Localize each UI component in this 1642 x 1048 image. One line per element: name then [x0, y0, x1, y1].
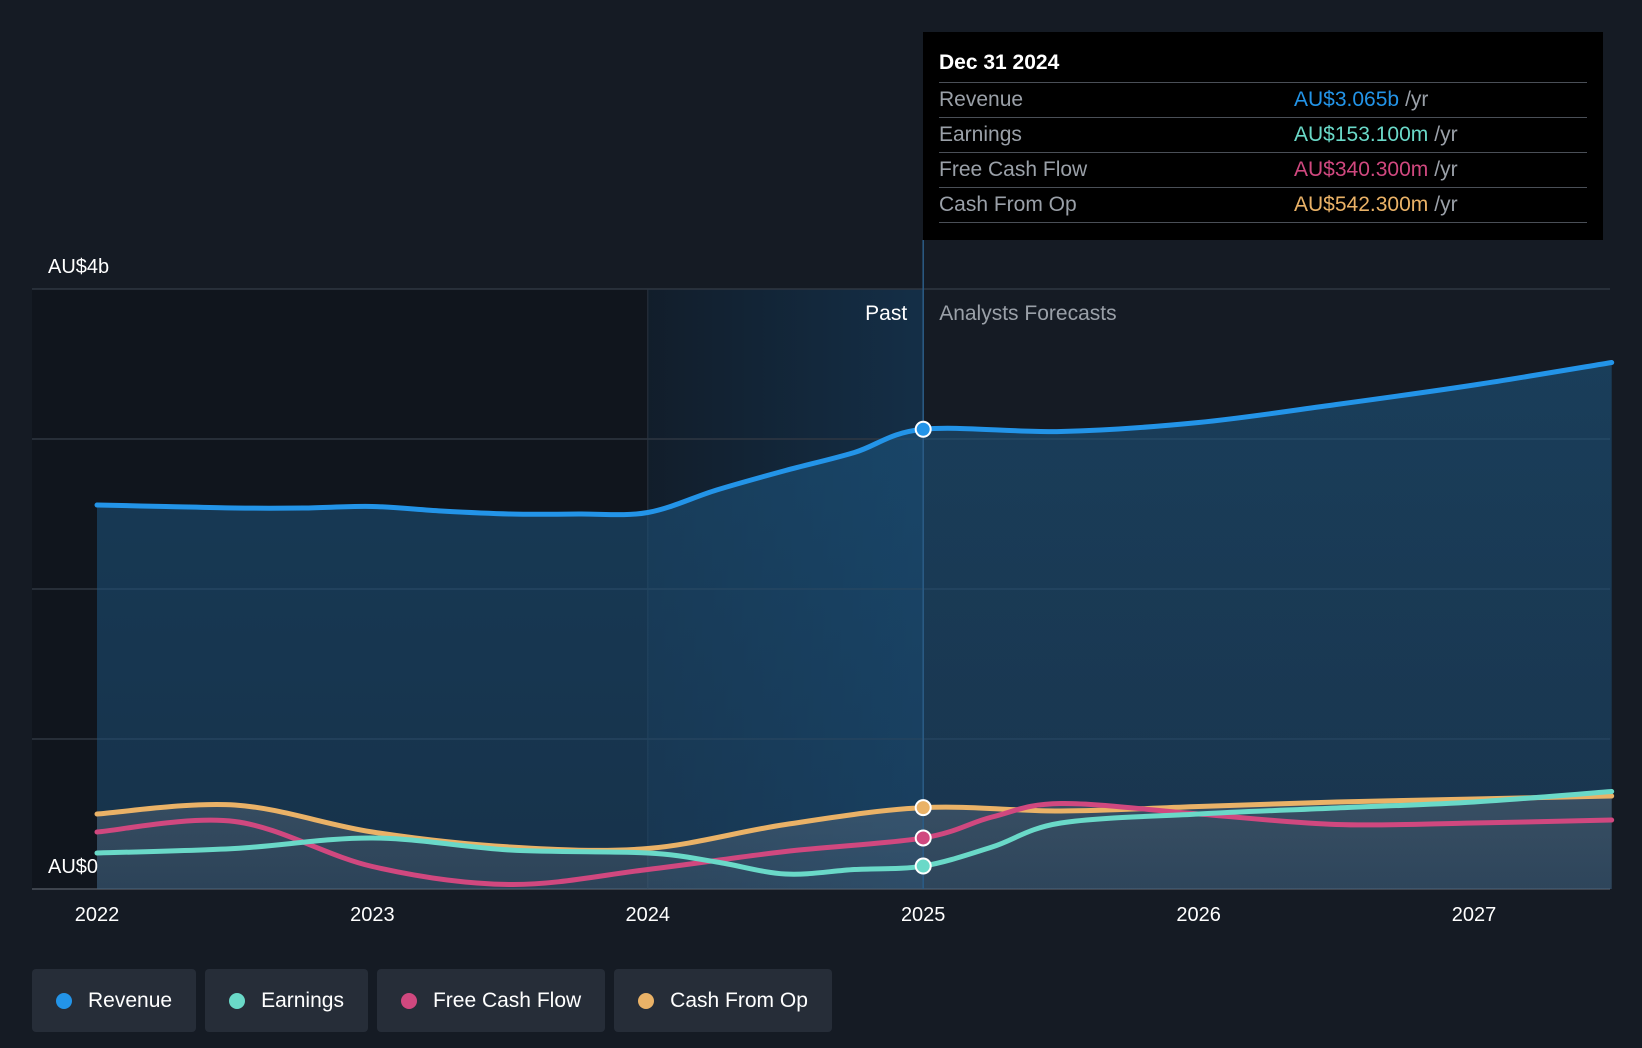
- legend-dot-icon: [638, 992, 655, 1009]
- tooltip-label: Free Cash Flow: [939, 158, 1088, 181]
- x-tick-label: 2027: [1452, 904, 1497, 926]
- legend-label: Cash From Op: [670, 988, 808, 1012]
- financial-chart: AU$4b AU$0 Past Analysts Forecasts 2022 2023 2…: [32, 240, 1615, 926]
- legend: Revenue Earnings Free Cash Flow Cash Fro…: [32, 969, 832, 1032]
- x-tick-label: 2022: [75, 904, 120, 926]
- x-tick-label: 2025: [901, 904, 946, 926]
- tooltip-row-free-cash-flow: Free Cash Flow AU$340.300m /yr: [939, 152, 1587, 187]
- y-axis-top-label: AU$4b: [48, 256, 109, 278]
- revenue-area: [97, 362, 1612, 889]
- tooltip-row-revenue: Revenue AU$3.065b /yr: [939, 82, 1587, 117]
- legend-item-revenue[interactable]: Revenue: [32, 969, 197, 1032]
- legend-item-cash-from-op[interactable]: Cash From Op: [614, 969, 832, 1032]
- x-tick-label: 2024: [626, 904, 671, 926]
- legend-item-free-cash-flow[interactable]: Free Cash Flow: [376, 969, 606, 1032]
- y-axis-bottom-label: AU$0: [48, 856, 98, 878]
- tooltip-value: AU$340.300m: [1294, 158, 1429, 181]
- legend-dot-icon: [229, 992, 246, 1009]
- series-line-free-cash-flow: [94, 800, 1615, 888]
- legend-label: Free Cash Flow: [432, 988, 582, 1012]
- tooltip-unit: /yr: [1434, 158, 1458, 181]
- marker-free-cash-flow: [914, 829, 932, 847]
- tooltip-value: AU$542.300m: [1294, 193, 1429, 216]
- tooltip-row-earnings: Earnings AU$153.100m /yr: [939, 117, 1587, 152]
- legend-dot-icon: [400, 992, 417, 1009]
- tooltip-label: Cash From Op: [939, 193, 1077, 216]
- legend-label: Earnings: [261, 988, 344, 1012]
- x-tick-label: 2026: [1176, 904, 1221, 926]
- marker-cash-from-op: [914, 799, 932, 817]
- tooltip-unit: /yr: [1434, 123, 1458, 146]
- legend-item-earnings[interactable]: Earnings: [205, 969, 368, 1032]
- legend-dot-icon: [56, 992, 72, 1009]
- tooltip-value: AU$153.100m: [1294, 123, 1429, 146]
- zone-label-past: Past: [865, 302, 907, 325]
- legend-label: Revenue: [88, 988, 173, 1012]
- series-line-cash-from-op: [94, 793, 1615, 853]
- tooltip-label: Revenue: [939, 88, 1024, 111]
- marker-revenue: [914, 420, 932, 438]
- tooltip-value: AU$3.065b: [1294, 88, 1400, 111]
- tooltip-label: Earnings: [939, 123, 1022, 146]
- tooltip-unit: /yr: [1405, 88, 1429, 111]
- tooltip-date: Dec 31 2024: [939, 51, 1060, 74]
- marker-earnings: [914, 857, 932, 875]
- series-line-earnings: [94, 789, 1615, 877]
- tooltip-row-cash-from-op: Cash From Op AU$542.300m /yr: [939, 187, 1587, 223]
- tooltip: Dec 31 2024 Revenue AU$3.065b /yr Earnin…: [923, 32, 1603, 240]
- tooltip-unit: /yr: [1434, 193, 1458, 216]
- x-tick-label: 2023: [350, 904, 395, 926]
- series-line-revenue: [94, 360, 1615, 518]
- zone-label-forecast: Analysts Forecasts: [939, 302, 1116, 325]
